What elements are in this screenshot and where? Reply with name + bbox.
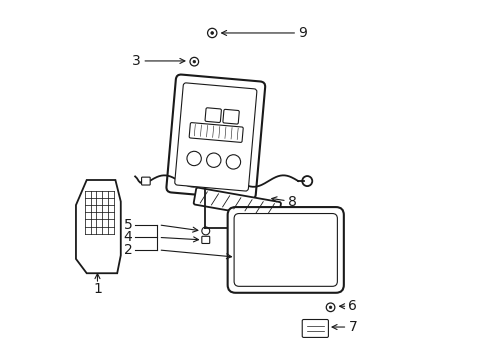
FancyBboxPatch shape xyxy=(174,83,256,191)
Text: 4: 4 xyxy=(123,230,132,244)
Circle shape xyxy=(210,32,213,34)
Circle shape xyxy=(193,60,195,63)
Text: 6: 6 xyxy=(348,299,357,313)
Text: 2: 2 xyxy=(123,243,132,257)
FancyBboxPatch shape xyxy=(223,109,239,124)
Text: 9: 9 xyxy=(298,26,306,40)
FancyBboxPatch shape xyxy=(166,75,264,199)
FancyBboxPatch shape xyxy=(227,207,343,293)
Text: 1: 1 xyxy=(93,282,102,296)
Text: 7: 7 xyxy=(348,320,357,334)
FancyBboxPatch shape xyxy=(234,213,337,286)
FancyBboxPatch shape xyxy=(204,108,221,122)
FancyBboxPatch shape xyxy=(189,123,243,142)
FancyBboxPatch shape xyxy=(142,177,150,185)
Circle shape xyxy=(328,306,331,309)
FancyBboxPatch shape xyxy=(302,319,328,337)
Text: 8: 8 xyxy=(287,194,296,208)
Text: 3: 3 xyxy=(131,54,140,68)
Text: 5: 5 xyxy=(123,218,132,232)
FancyBboxPatch shape xyxy=(193,188,281,219)
FancyBboxPatch shape xyxy=(202,236,209,243)
